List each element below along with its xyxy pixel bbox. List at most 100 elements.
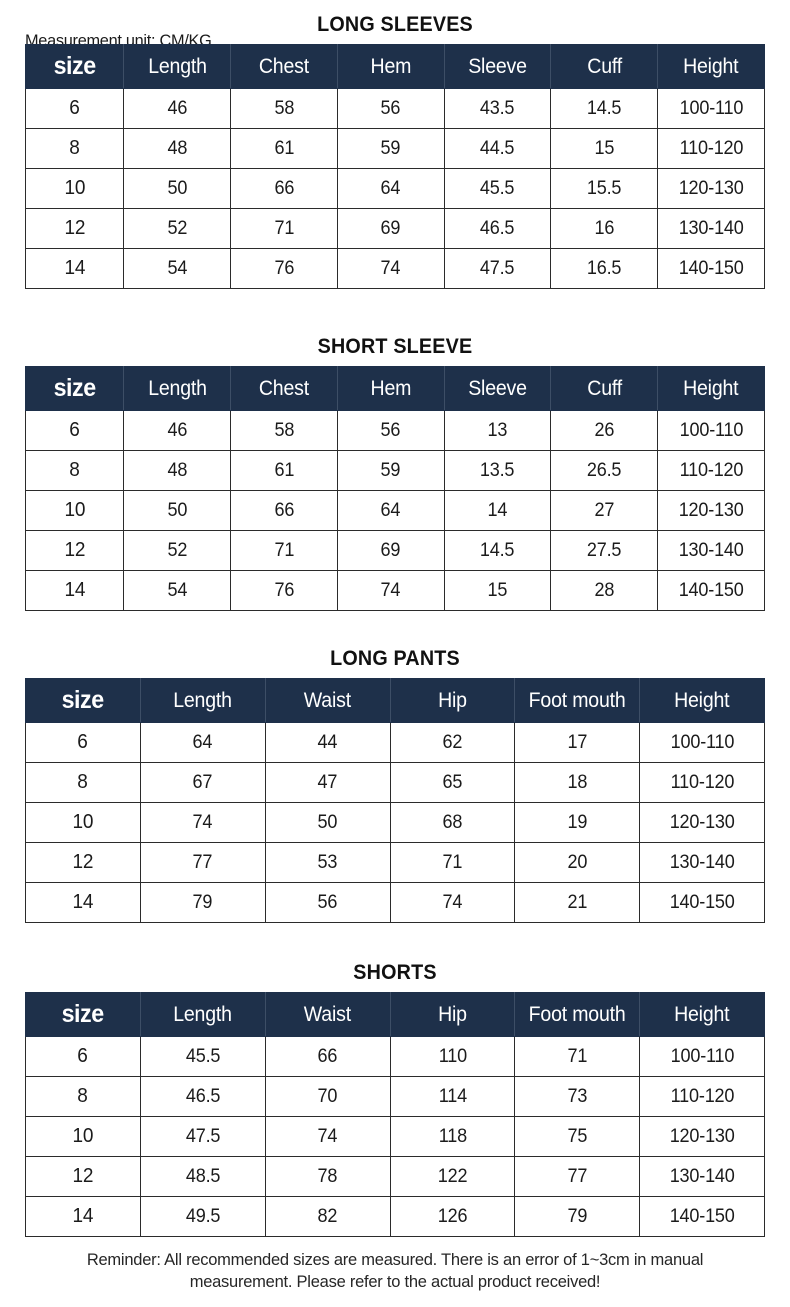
measurement-cell: 77 — [139, 842, 266, 883]
measurement-cell: 56 — [264, 882, 391, 923]
cell-value: 26.5 — [587, 459, 622, 481]
table-row: 6 64 44 62 17 100-110 — [25, 722, 765, 763]
measurement-cell: 27.5 — [550, 530, 659, 571]
table-row: 14 49.5 82 126 79 140-150 — [25, 1196, 765, 1237]
cell-value: 62 — [442, 731, 463, 753]
cell-value: 74 — [317, 1125, 338, 1147]
cell-value: 28 — [594, 579, 615, 601]
cell-value: 120-130 — [669, 811, 735, 833]
column-header-label: size — [53, 374, 97, 402]
cell-value: 20 — [567, 851, 588, 873]
measurement-cell: 110-120 — [657, 450, 765, 491]
cell-value: 130-140 — [669, 1165, 735, 1187]
cell-value: 140-150 — [669, 1205, 735, 1227]
cell-value: 64 — [192, 731, 213, 753]
cell-value: 56 — [380, 97, 401, 119]
cell-value: 17 — [567, 731, 588, 753]
column-header-label: Height — [674, 688, 730, 712]
table-row: 8 67 47 65 18 110-120 — [25, 762, 765, 803]
cell-value: 100-110 — [679, 97, 743, 119]
measurement-cell: 120-130 — [639, 1116, 765, 1157]
measurement-cell: 118 — [389, 1116, 516, 1157]
cell-value: 54 — [167, 579, 187, 601]
measurement-cell: 15.5 — [550, 168, 659, 209]
measurement-cell: 74 — [336, 570, 445, 611]
cell-value: 74 — [380, 579, 401, 601]
cell-value: 68 — [442, 811, 463, 833]
column-header-label: Height — [683, 54, 739, 78]
cell-value: 73 — [567, 1085, 588, 1107]
measurement-cell: 46.5 — [443, 208, 552, 249]
cell-value: 46 — [167, 419, 187, 441]
measurement-cell: 52 — [123, 208, 232, 249]
column-header: Foot mouth — [514, 992, 641, 1037]
measurement-cell: 76 — [230, 248, 338, 289]
cell-value: 46.5 — [480, 217, 515, 239]
column-header-label: Hem — [370, 376, 412, 400]
cell-value: 44 — [317, 731, 338, 753]
size-cell: 12 — [25, 1156, 141, 1197]
column-header: Hem — [336, 366, 445, 411]
section-title: SHORT SLEEVE — [317, 335, 473, 358]
measurement-cell: 17 — [514, 722, 641, 763]
measurement-cell: 69 — [336, 530, 445, 571]
measurement-cell: 140-150 — [657, 248, 765, 289]
table-row: 6 46 58 56 13 26 100-110 — [24, 410, 765, 451]
cell-value: 110-120 — [670, 1085, 734, 1107]
cell-value: 15 — [594, 137, 615, 159]
measurement-cell: 26.5 — [550, 450, 659, 491]
measurement-cell: 79 — [514, 1196, 641, 1237]
measurement-cell: 50 — [123, 168, 232, 209]
measurement-cell: 120-130 — [639, 802, 765, 843]
measurement-cell: 66 — [230, 168, 338, 209]
measurement-cell: 120-130 — [657, 490, 765, 531]
column-header: Foot mouth — [514, 678, 641, 723]
measurement-cell: 43.5 — [443, 88, 552, 129]
cell-value: 140-150 — [678, 257, 744, 279]
cell-value: 110 — [438, 1045, 467, 1067]
measurement-cell: 27 — [550, 490, 659, 531]
size-section: SHORTS size Length Waist Hip Foot mouth Height… — [0, 962, 790, 1237]
table-row: 14 79 56 74 21 140-150 — [25, 882, 765, 923]
measurement-cell: 69 — [336, 208, 445, 249]
measurement-cell: 130-140 — [639, 842, 765, 883]
cell-value: 69 — [380, 217, 401, 239]
measurement-cell: 71 — [230, 208, 338, 249]
measurement-cell: 66 — [230, 490, 338, 531]
cell-value: 77 — [567, 1165, 588, 1187]
measurement-cell: 120-130 — [657, 168, 765, 209]
size-table: size Length Chest Hem Sleeve Cuff Height 6 46 58 5… — [24, 44, 765, 289]
column-header-label: Hip — [438, 1002, 467, 1026]
size-cell: 8 — [25, 1076, 141, 1117]
cell-value: 6 — [77, 731, 89, 753]
size-cell: 14 — [24, 570, 125, 611]
measurement-cell: 110-120 — [639, 1076, 765, 1117]
table-row: 10 50 66 64 14 27 120-130 — [24, 490, 765, 531]
column-header: Length — [123, 366, 232, 411]
cell-value: 27 — [594, 499, 615, 521]
cell-value: 78 — [317, 1165, 338, 1187]
cell-value: 49.5 — [185, 1205, 221, 1227]
cell-value: 46 — [167, 97, 187, 119]
cell-value: 74 — [442, 891, 463, 913]
cell-value: 6 — [69, 419, 80, 441]
table-header-row: size Length Waist Hip Foot mouth Height — [25, 678, 765, 723]
measurement-cell: 14.5 — [443, 530, 552, 571]
measurement-cell: 56 — [336, 410, 445, 451]
size-section: LONG SLEEVES size Length Chest Hem Sleeve Cuff… — [0, 14, 790, 289]
section-title: LONG SLEEVES — [317, 13, 473, 36]
table-header-row: size Length Chest Hem Sleeve Cuff Height — [24, 366, 765, 411]
cell-value: 16 — [594, 217, 615, 239]
size-cell: 14 — [25, 882, 141, 923]
section-title: LONG PANTS — [330, 647, 460, 670]
measurement-cell: 53 — [264, 842, 391, 883]
cell-value: 50 — [317, 811, 338, 833]
cell-value: 14 — [72, 891, 94, 913]
size-cell: 8 — [25, 762, 141, 803]
size-cell: 10 — [24, 490, 125, 531]
cell-value: 12 — [64, 217, 86, 239]
size-section: LONG PANTS size Length Waist Hip Foot mouth He… — [0, 648, 790, 923]
measurement-cell: 46 — [123, 88, 232, 129]
column-header: size — [24, 366, 125, 411]
measurement-cell: 15 — [550, 128, 659, 169]
